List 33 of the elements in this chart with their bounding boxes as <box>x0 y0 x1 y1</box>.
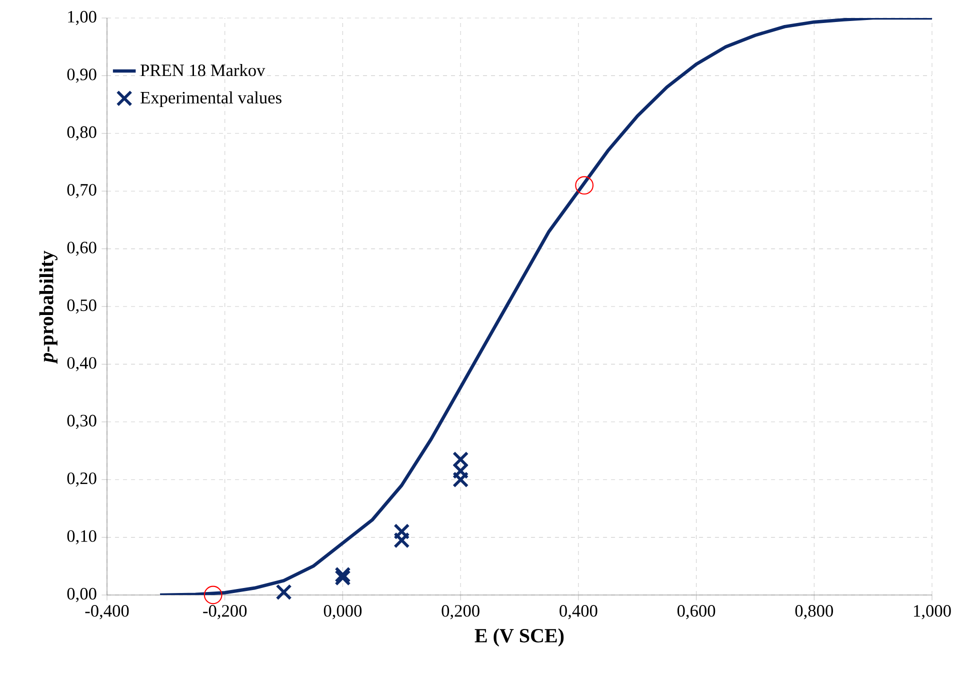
y-tick-label: 0,70 <box>67 184 96 198</box>
x-tick-label: 1,000 <box>914 605 951 620</box>
y-tick-label: 0,10 <box>67 530 96 544</box>
x-axis-title: E (V SCE) <box>474 628 564 647</box>
point <box>334 570 351 586</box>
legend-label: Experimental values <box>140 91 282 108</box>
y-tick-label: 0,20 <box>67 472 96 487</box>
point <box>334 566 351 583</box>
y-tick-label: 0,80 <box>67 126 96 141</box>
legend-label: PREN 18 Markov <box>140 64 266 76</box>
point <box>394 523 410 540</box>
y-tick-label: 0,00 <box>67 588 96 602</box>
x-tick-label: 0,400 <box>560 605 598 620</box>
x-tick-label: 0,600 <box>677 605 716 620</box>
point <box>204 586 222 604</box>
y-tick-label: 0,40 <box>67 357 96 372</box>
x-tick-label: 0,800 <box>795 605 833 620</box>
point <box>394 532 410 548</box>
y-axis-title: p-probability <box>39 250 58 364</box>
y-tick-label: 0,60 <box>67 242 96 256</box>
x-tick-label: 0,200 <box>442 605 480 620</box>
y-tick-label: 1,00 <box>68 10 96 26</box>
x-tick-label: -0,400 <box>85 605 129 620</box>
x-tick-label: -0,200 <box>203 605 247 620</box>
y-tick-label: 0,50 <box>67 299 96 314</box>
point <box>452 451 469 468</box>
y-tick-label: 0,30 <box>67 414 96 430</box>
point <box>452 472 469 488</box>
point <box>575 176 594 195</box>
x-tick-label: 0,000 <box>324 605 362 620</box>
y-tick-label: 0,90 <box>67 68 96 83</box>
point <box>276 584 292 600</box>
point <box>452 462 469 480</box>
